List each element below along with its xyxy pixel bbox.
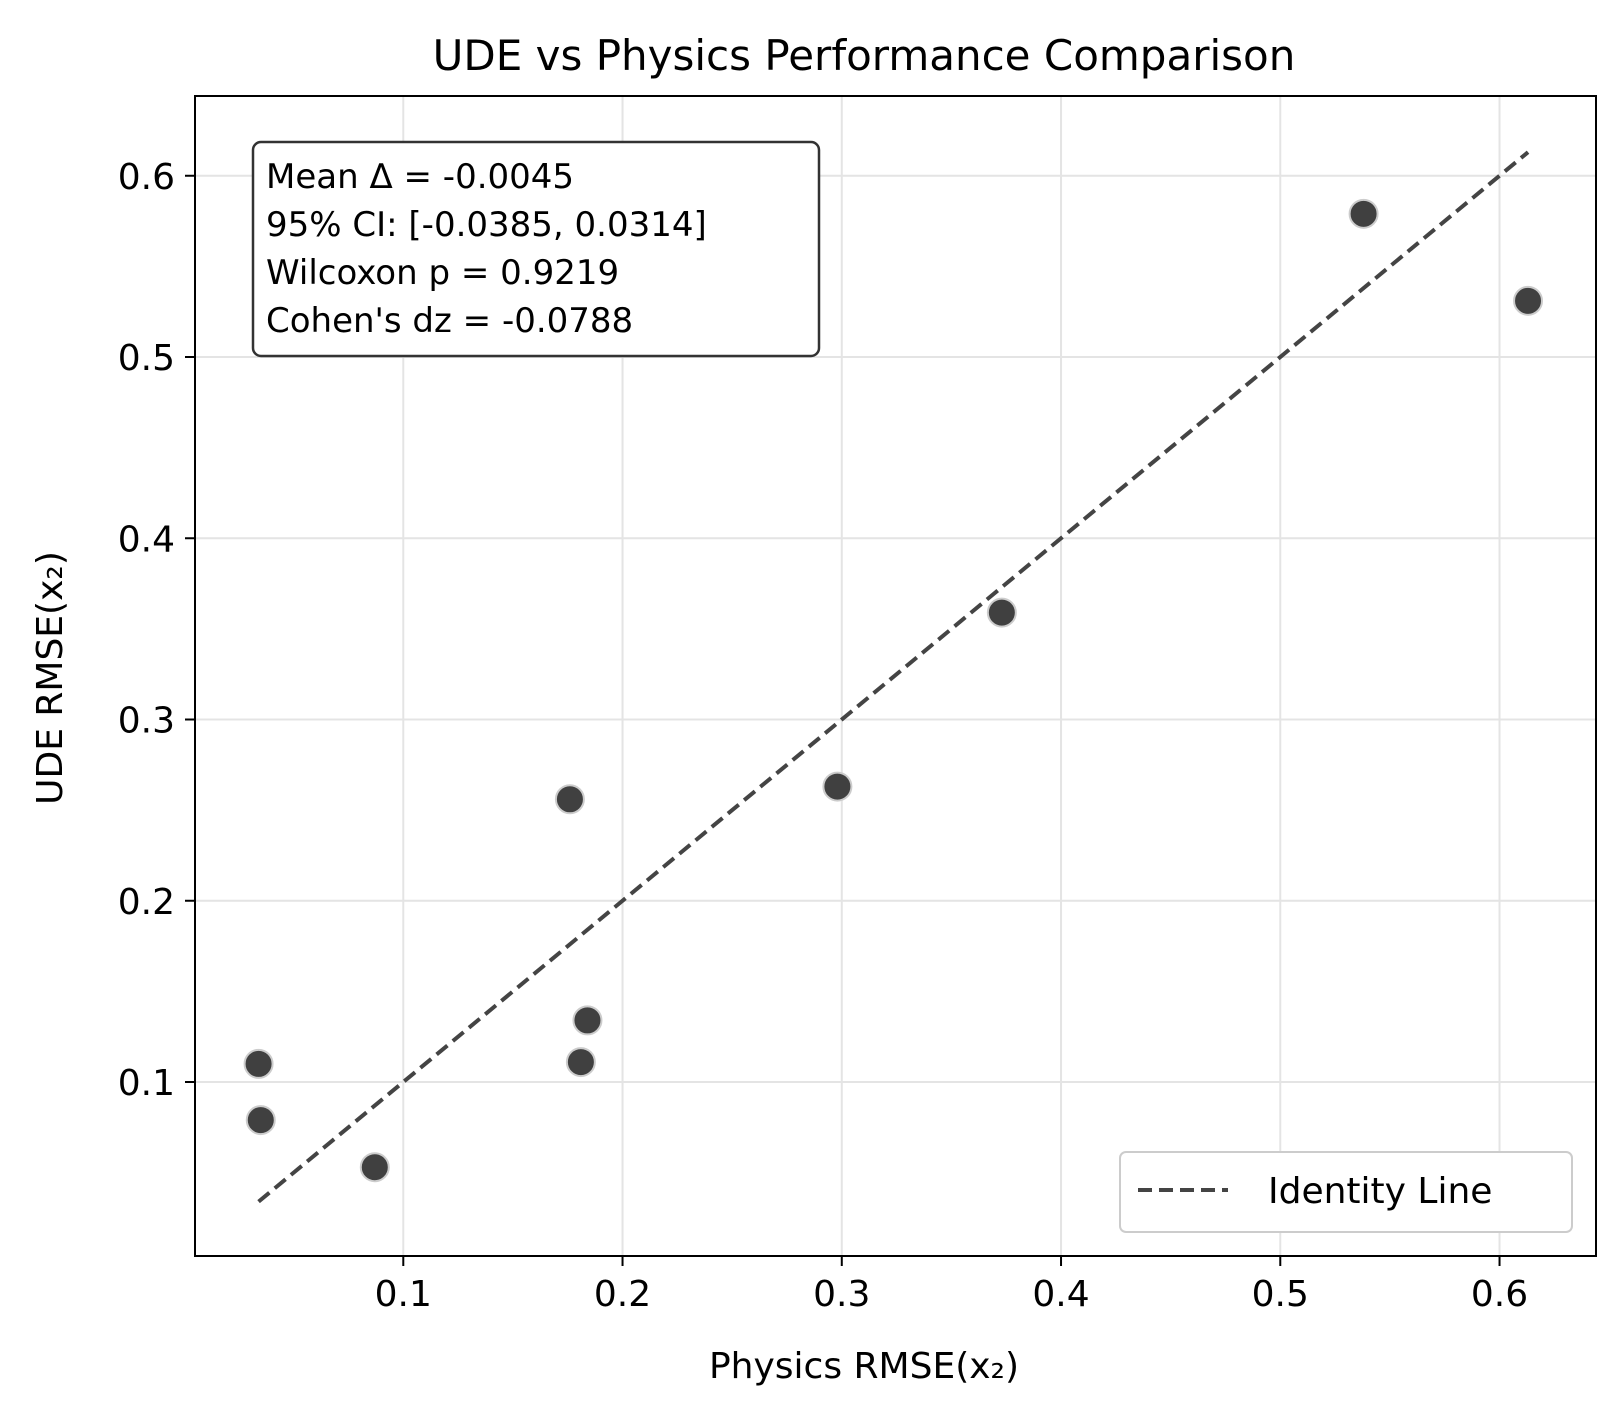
x-tick-label-1: 0.2	[594, 1274, 651, 1315]
legend: Identity Line	[1119, 1151, 1573, 1233]
data-point-7	[986, 597, 1017, 628]
data-point-3	[554, 784, 585, 815]
x-tick-label-5: 0.6	[1471, 1274, 1528, 1315]
data-point-9	[1513, 285, 1544, 316]
identity-line	[257, 150, 1530, 1204]
y-axis-label: UDE RMSE(x₂)	[30, 551, 71, 805]
data-point-1	[245, 1105, 276, 1136]
stats-line-ci: 95% CI: [-0.0385, 0.0314]	[266, 205, 707, 245]
plot-frame	[194, 95, 1597, 1257]
x-tick-label-3: 0.4	[1032, 1274, 1089, 1315]
stats-annotation: Mean Δ = -0.0045 95% CI: [-0.0385, 0.031…	[251, 140, 821, 358]
data-point-6	[822, 771, 853, 802]
x-axis-label: Physics RMSE(x₂)	[709, 1346, 1019, 1387]
identity-line-group	[257, 150, 1530, 1204]
chart-title: UDE vs Physics Performance Comparison	[433, 31, 1296, 80]
data-point-0	[243, 1048, 274, 1079]
data-point-4	[565, 1047, 596, 1078]
x-tick-label-2: 0.3	[813, 1274, 870, 1315]
y-axis-ticks: 0.1 0.2 0.3 0.4 0.5 0.6	[118, 157, 195, 1104]
grid	[195, 96, 1596, 1256]
y-tick-label-3: 0.4	[118, 519, 175, 560]
stats-line-mean: Mean Δ = -0.0045	[266, 157, 574, 197]
y-tick-label-1: 0.2	[118, 882, 175, 923]
data-point-5	[572, 1005, 603, 1036]
x-tick-label-4: 0.5	[1252, 1274, 1309, 1315]
y-tick-label-5: 0.6	[118, 157, 175, 198]
x-axis-ticks: 0.1 0.2 0.3 0.4 0.5 0.6	[375, 1256, 1528, 1315]
y-tick-label-2: 0.3	[118, 701, 175, 742]
x-tick-label-0: 0.1	[375, 1274, 432, 1315]
legend-identity-line-label: Identity Line	[1268, 1171, 1492, 1212]
data-points	[243, 198, 1544, 1183]
stats-line-wilcoxon: Wilcoxon p = 0.9219	[266, 253, 619, 293]
data-point-2	[359, 1152, 390, 1183]
y-tick-label-0: 0.1	[118, 1063, 175, 1104]
data-point-8	[1348, 198, 1379, 229]
stats-annotation-box	[251, 140, 821, 358]
legend-box	[1119, 1151, 1573, 1233]
stats-line-cohen: Cohen's dz = -0.0788	[266, 301, 633, 341]
y-tick-label-4: 0.5	[118, 338, 175, 379]
